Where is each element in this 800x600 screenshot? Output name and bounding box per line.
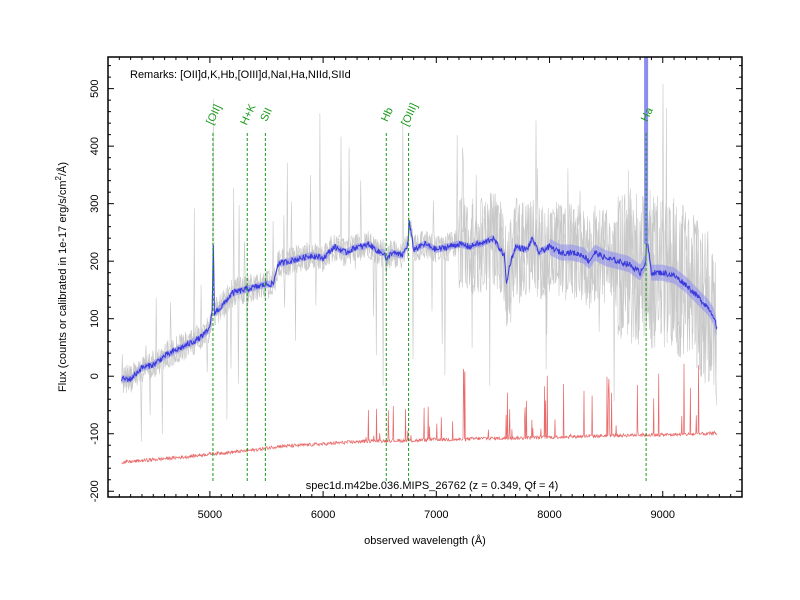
y-tick-label: -100 [89,423,101,445]
remarks-text: Remarks: [OII]d,K,Hb,[OIII]d,NaI,Ha,NIId… [130,69,351,81]
y-tick-label: 300 [89,194,101,212]
sky-spectrum-line [121,363,718,465]
sky-spectrum [121,363,718,465]
x-tick-label: 7000 [424,509,448,521]
y-axis-title-end: /Å) [56,162,69,176]
y-axis-title-sup: 2 [54,175,63,180]
x-axis-title: observed wavelength (Å) [364,534,486,547]
y-axis-title-main: Flux (counts or calibrated in 1e-17 erg/… [57,180,69,392]
emission-line-label: H+K [239,102,259,127]
spectrum-caption: spec1d.m42be.036.MIPS_26762 (z = 0.349, … [306,480,559,492]
x-tick-label: 9000 [651,509,675,521]
smoothed-spectrum-line [121,220,718,383]
emission-line-label: SII [258,106,275,123]
emission-line-label: Hb [379,106,396,124]
emission-line-label: [OIII] [399,101,420,128]
y-axis-title: Flux (counts or calibrated in 1e-17 erg/… [54,162,69,392]
axes: 5000 6000 7000 8000 9000 -200 -100 0 100 200 300 40… [89,56,743,521]
y-tick-label: 100 [89,310,101,328]
y-tick-label: 0 [89,373,101,379]
emission-line-label: [OII] [204,103,224,127]
emission-line-label: Ha [639,105,656,124]
y-tick-label: 200 [89,252,101,270]
y-tick-label: -200 [89,480,101,502]
y-tick-label: 500 [89,79,101,97]
y-tick-label: 400 [89,137,101,155]
x-tick-label: 6000 [311,509,335,521]
x-tick-label: 8000 [537,509,561,521]
x-tick-label: 5000 [198,509,222,521]
